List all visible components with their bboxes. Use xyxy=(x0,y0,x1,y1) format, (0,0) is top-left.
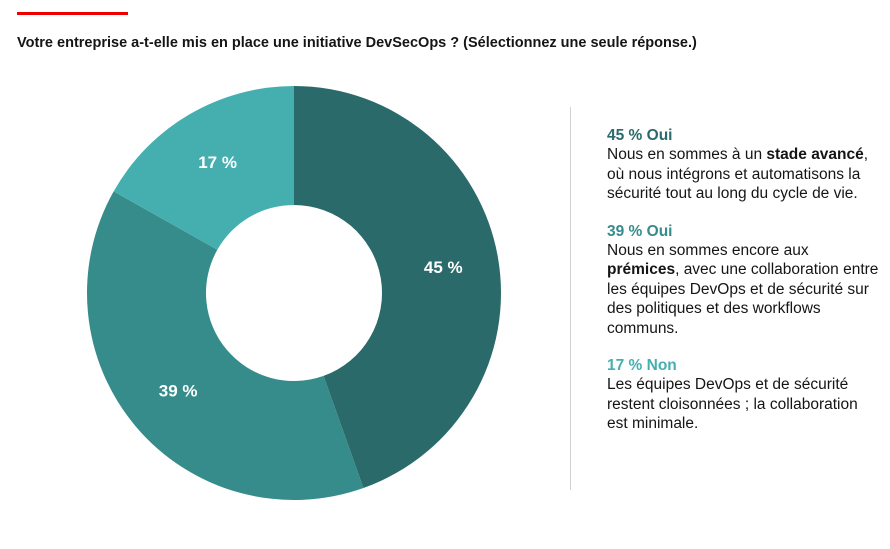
data-label: 39 % xyxy=(159,382,198,401)
legend-item-title: 45 % Oui xyxy=(607,127,673,144)
legend-item-description: Nous en sommes à un stade avancé, où nou… xyxy=(607,145,882,204)
data-label: 45 % xyxy=(424,258,463,277)
donut-chart: 45 % 39 % 17 % xyxy=(87,85,501,500)
description-text: , où nous intégrons et automatisons la s… xyxy=(607,146,869,202)
question-title: Votre entreprise a-t-elle mis en place u… xyxy=(17,35,697,51)
divider xyxy=(570,107,571,490)
legend-item: 39 % Oui Nous en sommes encore aux prémic… xyxy=(607,222,882,339)
donut-slice xyxy=(294,86,501,489)
emphasis-text: prémices xyxy=(607,261,676,278)
description-text: Nous en sommes encore aux xyxy=(607,241,809,259)
legend: 45 % Oui Nous en sommes à un stade avancé… xyxy=(607,126,882,452)
emphasis-text: stade avancé xyxy=(766,146,864,163)
legend-item-description: Les équipes DevOps et de sécurité resten… xyxy=(607,375,882,434)
description-text: Les équipes DevOps et de sécurité resten… xyxy=(607,376,858,432)
legend-item-title: 17 % Non xyxy=(607,357,677,374)
legend-item-title: 39 % Oui xyxy=(607,222,673,240)
donut-slice xyxy=(113,85,294,250)
legend-item-description: Nous en sommes encore aux prémices, avec… xyxy=(607,241,882,339)
legend-item: 17 % Non Les équipes DevOps et de sécurit… xyxy=(607,356,882,434)
data-label: 17 % xyxy=(198,153,237,172)
description-text: Nous en sommes à un xyxy=(607,146,767,163)
donut-slice xyxy=(87,191,364,500)
accent-bar xyxy=(17,12,128,15)
legend-item: 45 % Oui Nous en sommes à un stade avancé… xyxy=(607,126,882,204)
description-text: , avec une collaboration entre les équip… xyxy=(607,261,879,337)
